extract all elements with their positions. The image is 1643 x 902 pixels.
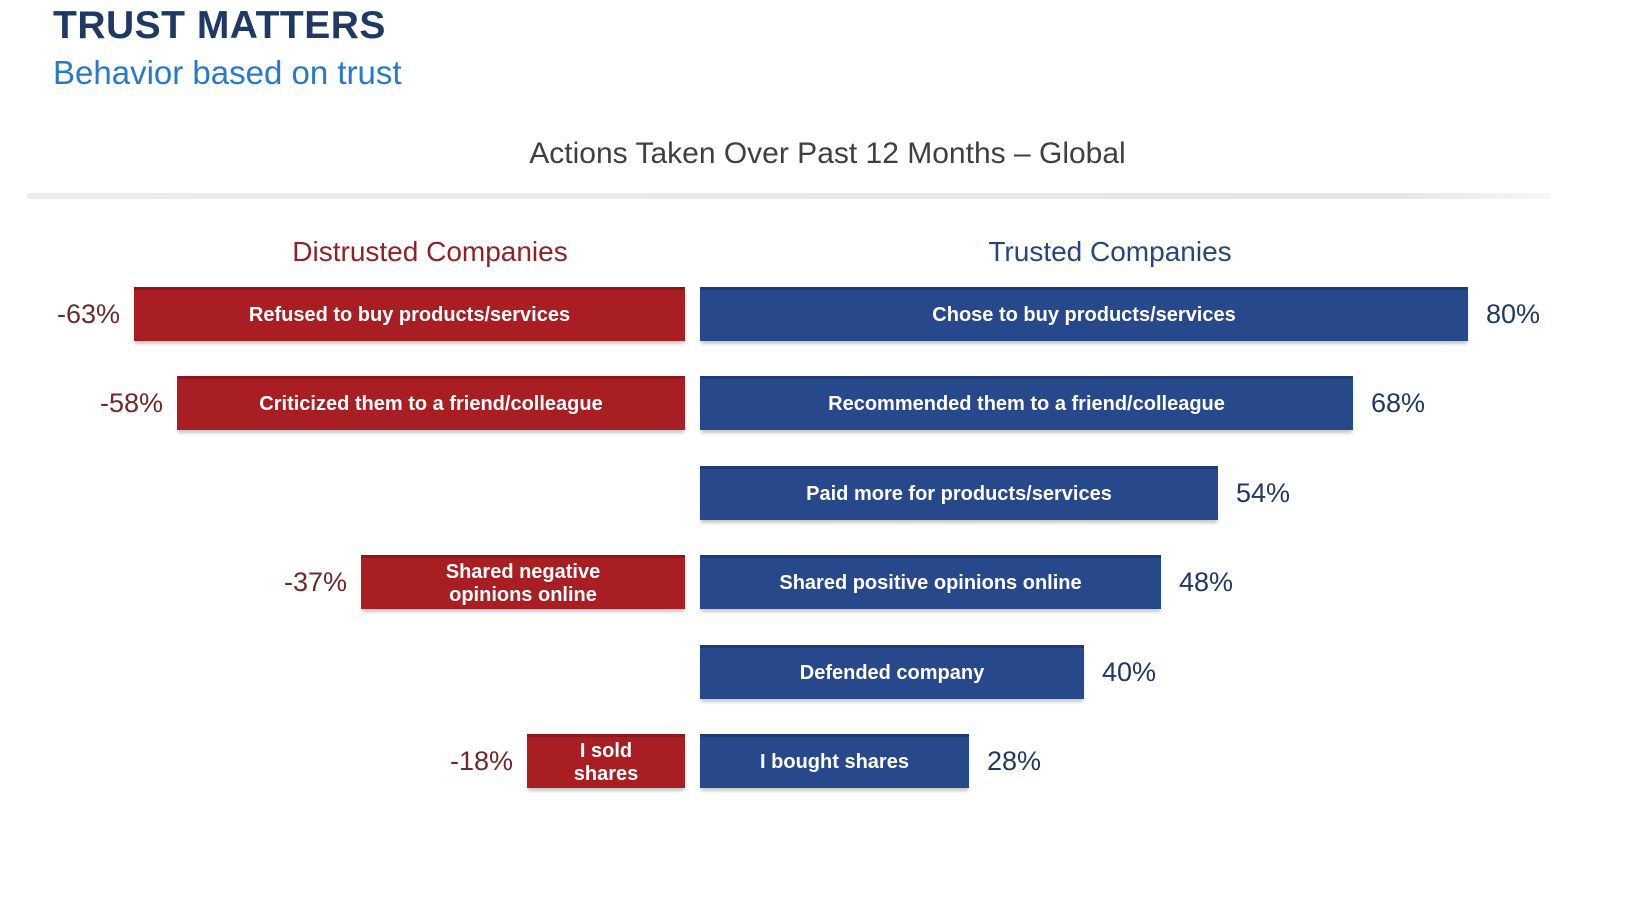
page-subtitle: Behavior based on trust bbox=[53, 54, 402, 91]
distrusted-value-label: -37% bbox=[283, 567, 347, 597]
trusted-bar: Defended company bbox=[700, 645, 1084, 699]
trusted-bar: Shared positive opinions online bbox=[700, 555, 1161, 609]
trusted-value-label: 28% bbox=[987, 746, 1042, 776]
trusted-value-label: 40% bbox=[1102, 657, 1157, 687]
distrusted-value-label: -63% bbox=[56, 299, 120, 329]
distrusted-bar: Criticized them to a friend/colleague bbox=[177, 376, 685, 430]
trusted-value-label: 54% bbox=[1236, 478, 1291, 508]
page-title: TRUST MATTERS bbox=[53, 4, 386, 47]
distrusted-value-label: -18% bbox=[449, 746, 513, 776]
trusted-bar: Chose to buy products/services bbox=[700, 287, 1468, 341]
distrusted-column-header: Distrusted Companies bbox=[292, 236, 568, 267]
trusted-value-label: 80% bbox=[1486, 299, 1541, 329]
trusted-column-header: Trusted Companies bbox=[988, 236, 1232, 267]
distrusted-bar: I sold shares bbox=[527, 734, 685, 788]
divider-line bbox=[27, 193, 1551, 199]
chart-title: Actions Taken Over Past 12 Months – Glob… bbox=[529, 137, 1126, 170]
distrusted-bar: Shared negative opinions online bbox=[361, 555, 685, 609]
trusted-bar: Paid more for products/services bbox=[700, 466, 1218, 520]
distrusted-value-label: -58% bbox=[99, 388, 163, 418]
trusted-value-label: 48% bbox=[1179, 567, 1234, 597]
trusted-bar: I bought shares bbox=[700, 734, 969, 788]
distrusted-bar: Refused to buy products/services bbox=[134, 287, 685, 341]
trusted-bar: Recommended them to a friend/colleague bbox=[700, 376, 1353, 430]
trusted-value-label: 68% bbox=[1371, 388, 1426, 418]
